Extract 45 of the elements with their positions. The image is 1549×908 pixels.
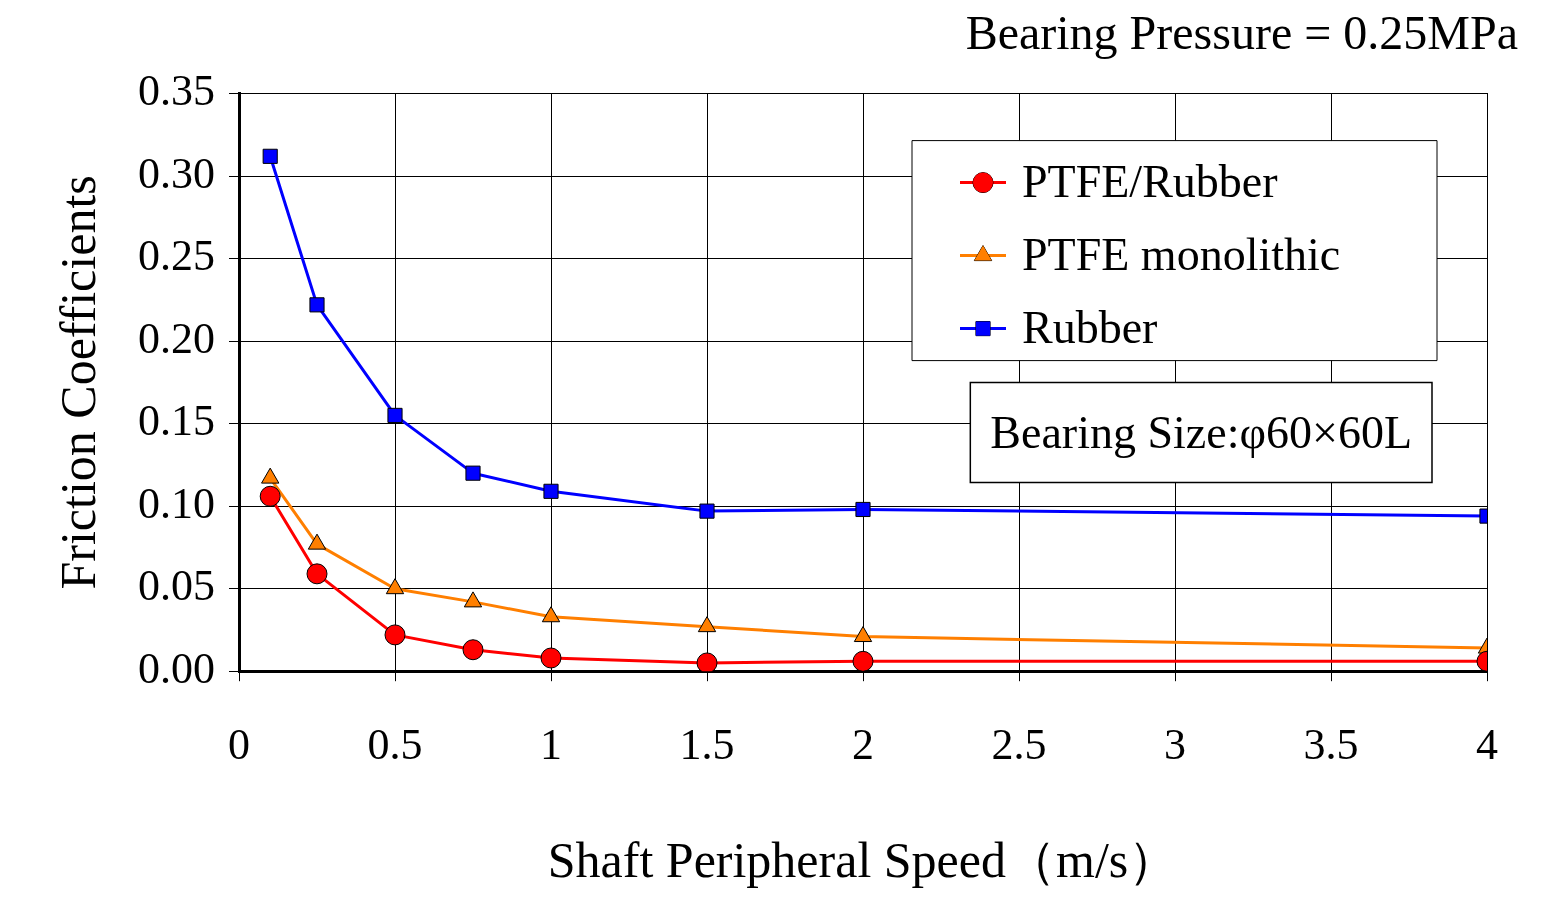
chart-title: Bearing Pressure = 0.25MPa — [965, 6, 1518, 60]
point — [853, 626, 873, 643]
y-tick-label: 0.20 — [138, 313, 215, 363]
point — [259, 485, 281, 507]
point — [697, 616, 717, 633]
point — [387, 407, 403, 423]
point — [699, 503, 715, 519]
point — [465, 465, 481, 481]
x-tick-label: 1.5 — [679, 720, 735, 770]
x-tick-label: 1 — [540, 720, 562, 770]
y-tick-label: 0.25 — [138, 231, 215, 281]
point — [463, 591, 483, 608]
point — [855, 501, 871, 518]
point — [462, 639, 484, 661]
point — [384, 624, 406, 646]
y-tick-label: 0.00 — [138, 643, 215, 693]
point — [543, 483, 559, 499]
y-tick-label: 0.05 — [138, 561, 215, 611]
point — [306, 563, 328, 585]
point — [540, 647, 562, 669]
point — [309, 297, 325, 313]
point — [261, 467, 280, 484]
x-tick-label: 3.5 — [1303, 720, 1359, 770]
x-tick-label: 3 — [1164, 720, 1186, 770]
x-axis-title: Shaft Peripheral Speed（m/s） — [547, 832, 1179, 889]
y-tick-label: 0.15 — [138, 396, 215, 446]
y-tick-label: 0.35 — [138, 66, 215, 116]
x-tick-label: 0 — [228, 720, 250, 770]
legend-label: PTFE monolithic — [1022, 228, 1341, 280]
point — [696, 652, 718, 672]
point — [385, 578, 405, 595]
y-tick-label: 0.10 — [138, 478, 215, 528]
x-tick-label: 4 — [1476, 720, 1498, 770]
x-tick-label: 2 — [852, 720, 874, 770]
legend-label: PTFE/Rubber — [1022, 155, 1278, 207]
annotation: Bearing Size:φ60×60L — [990, 406, 1413, 458]
legend-label: Rubber — [1022, 301, 1158, 353]
point — [262, 148, 278, 164]
x-tick-label: 2.5 — [991, 720, 1047, 770]
point — [541, 606, 561, 623]
y-axis-title: Friction Coefficients — [50, 175, 107, 590]
point — [852, 650, 874, 672]
x-tick-label: 0.5 — [367, 720, 423, 770]
point — [307, 533, 327, 550]
y-tick-label: 0.30 — [138, 148, 215, 198]
